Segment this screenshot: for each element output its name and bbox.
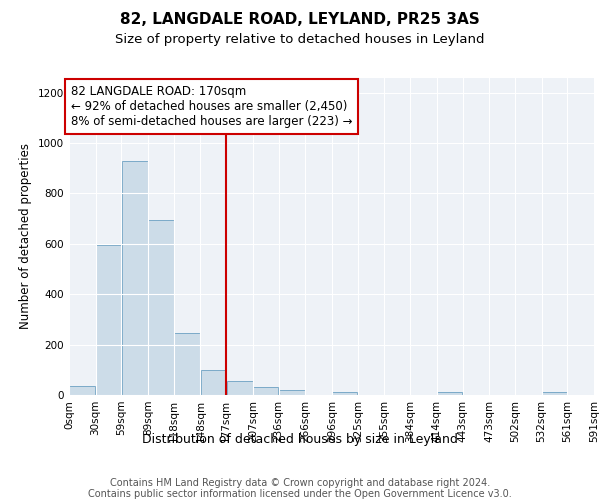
Text: 82 LANGDALE ROAD: 170sqm
← 92% of detached houses are smaller (2,450)
8% of semi: 82 LANGDALE ROAD: 170sqm ← 92% of detach… xyxy=(71,85,352,128)
Text: Contains HM Land Registry data © Crown copyright and database right 2024.
Contai: Contains HM Land Registry data © Crown c… xyxy=(88,478,512,499)
Bar xyxy=(201,370,226,395)
Bar xyxy=(253,388,278,395)
Bar xyxy=(332,392,358,395)
Bar xyxy=(122,160,148,395)
Text: 82, LANGDALE ROAD, LEYLAND, PR25 3AS: 82, LANGDALE ROAD, LEYLAND, PR25 3AS xyxy=(120,12,480,28)
Bar xyxy=(148,220,173,395)
Bar xyxy=(96,245,121,395)
Bar xyxy=(227,381,253,395)
Bar xyxy=(542,392,567,395)
Bar xyxy=(437,392,462,395)
Text: Distribution of detached houses by size in Leyland: Distribution of detached houses by size … xyxy=(142,432,458,446)
Y-axis label: Number of detached properties: Number of detached properties xyxy=(19,143,32,329)
Bar xyxy=(69,386,95,395)
Text: Size of property relative to detached houses in Leyland: Size of property relative to detached ho… xyxy=(115,32,485,46)
Bar xyxy=(279,390,305,395)
Bar xyxy=(174,334,200,395)
